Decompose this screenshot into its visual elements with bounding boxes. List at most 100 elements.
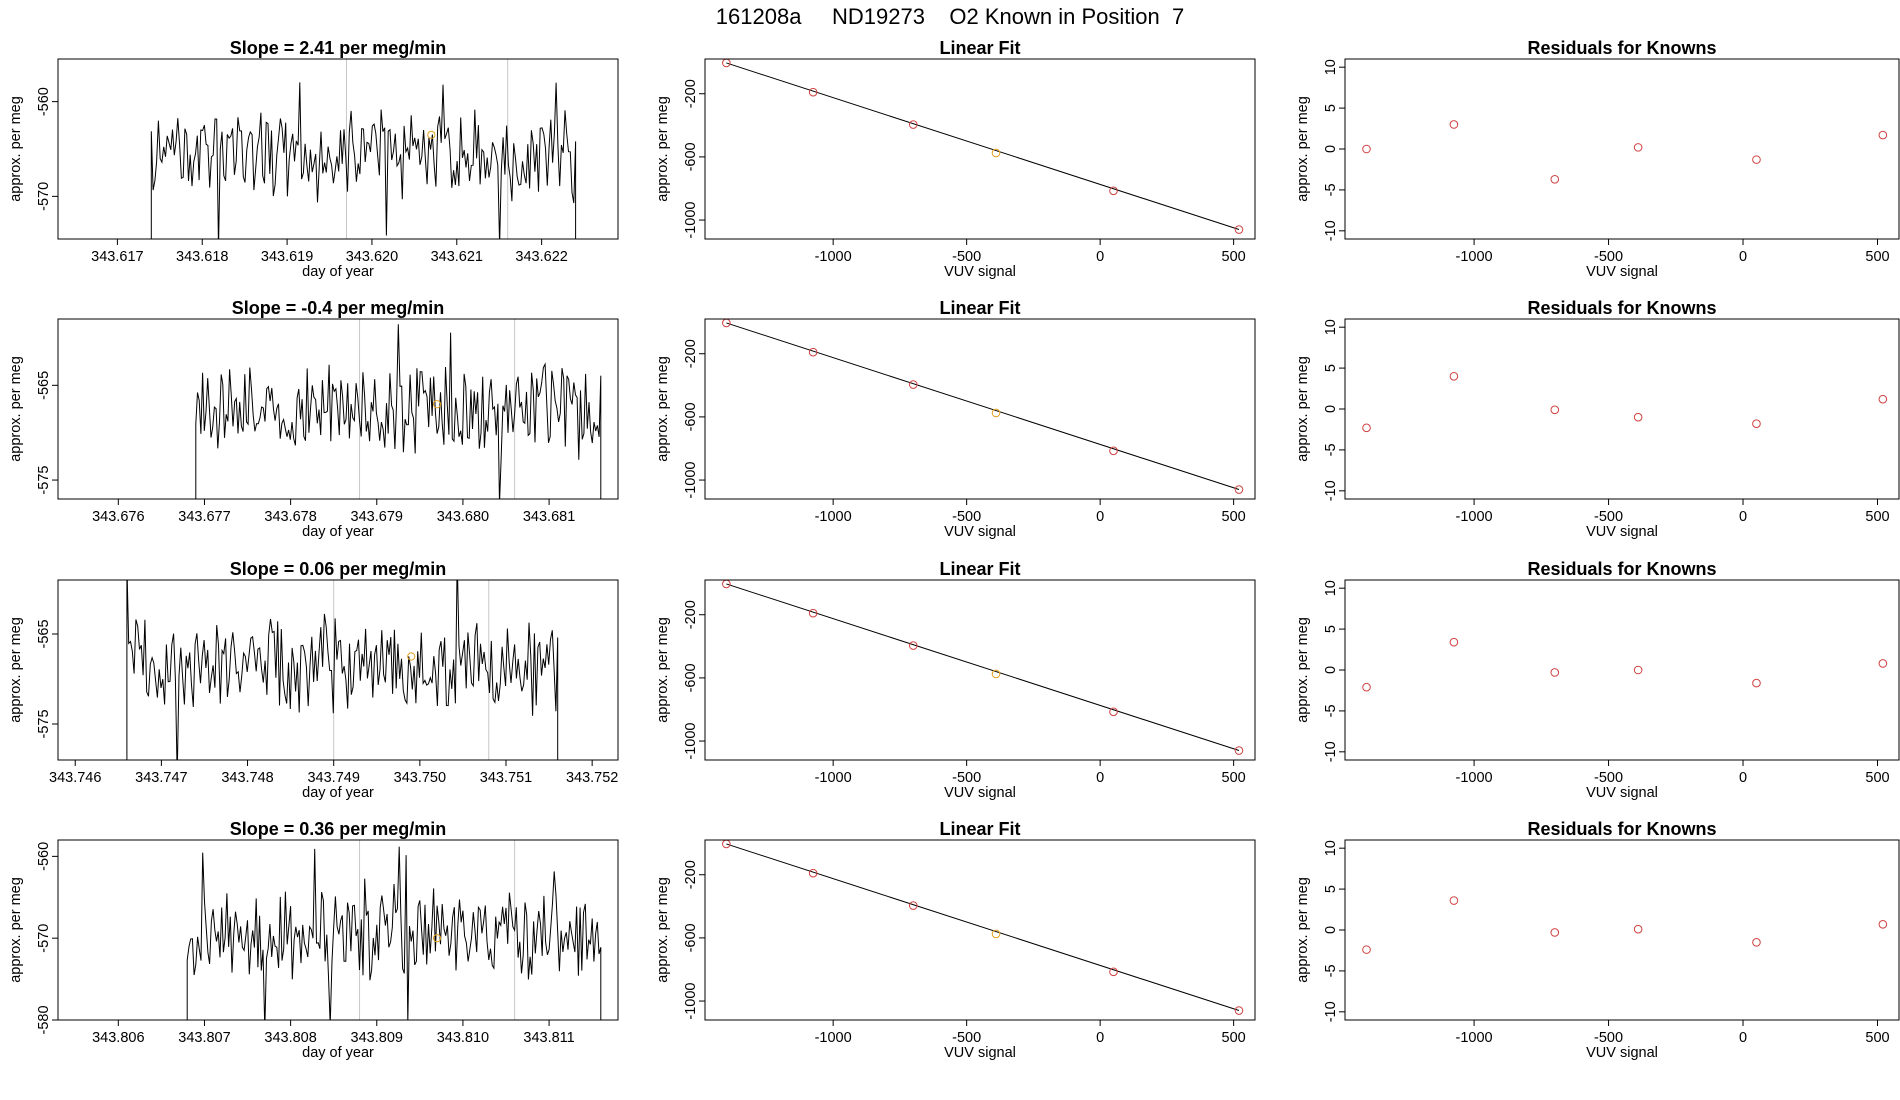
- y-tick-label: 10: [1323, 580, 1339, 596]
- panel-title: Slope = 0.06 per meg/min: [230, 559, 447, 579]
- y-axis-label: approx. per meg: [1295, 617, 1311, 723]
- panel-row2-residuals: Residuals for Knowns -1000 -500 0 500 VUV sig…: [1295, 298, 1900, 540]
- data-point: [1362, 682, 1371, 692]
- plot-data: [1362, 371, 1888, 433]
- x-axis-label: day of year: [302, 264, 374, 280]
- y-tick-label: 10: [1323, 319, 1339, 335]
- x-tick-label: -500: [1594, 509, 1623, 525]
- x-tick-label: 343.752: [566, 770, 618, 786]
- data-point: [1449, 896, 1459, 905]
- data-point: [1550, 668, 1560, 677]
- panel-title: Residuals for Knowns: [1527, 298, 1716, 318]
- data-point: [1878, 130, 1888, 140]
- figure-title: 161208a ND19273 O2 Known in Position 7: [715, 4, 1185, 29]
- panel-row4-residuals: Residuals for Knowns -1000 -500 0 500 VUV sig…: [1295, 819, 1900, 1061]
- x-axis-label: VUV signal: [944, 1045, 1016, 1061]
- x-tick-label: 343.810: [437, 1030, 489, 1046]
- panel-row3-timeseries: Slope = 0.06 per meg/min 343.746 343.747 34…: [8, 559, 619, 801]
- y-tick-label: -200: [683, 79, 699, 108]
- known-marker: [407, 652, 416, 661]
- x-tick-label: -1000: [815, 770, 852, 786]
- panel-title: Residuals for Knowns: [1527, 559, 1716, 579]
- x-tick-label: -1000: [1456, 770, 1493, 786]
- fit-line: [726, 843, 1240, 1012]
- x-tick-label: 343.679: [351, 509, 403, 525]
- y-tick-label: -5: [1323, 964, 1339, 977]
- y-tick-label: -200: [683, 600, 699, 629]
- panel-row4-linearfit: Linear Fit -1000 -500 0 500 VUV signal -1000 -6…: [655, 819, 1256, 1061]
- y-tick-label: -580: [36, 1005, 52, 1034]
- x-tick-label: -500: [1594, 770, 1623, 786]
- y-tick-label: 5: [1323, 885, 1339, 893]
- panel-title: Linear Fit: [939, 559, 1020, 579]
- x-tick-label: 500: [1222, 249, 1246, 265]
- x-tick-label: -1000: [815, 249, 852, 265]
- plot-data: [722, 580, 1244, 755]
- x-axis-label: VUV signal: [1586, 524, 1658, 540]
- plot-data: [1362, 896, 1888, 954]
- plot-frame: [1344, 58, 1900, 240]
- panel-row1-timeseries: Slope = 2.41 per meg/min 343.617 343.618 34…: [8, 38, 619, 280]
- data-point: [1550, 928, 1560, 937]
- plot-data: [1362, 637, 1888, 692]
- y-tick-label: 10: [1323, 840, 1339, 856]
- x-tick-label: -500: [952, 509, 981, 525]
- known-point: [991, 669, 1001, 679]
- data-point: [908, 901, 918, 910]
- data-point: [1878, 659, 1888, 668]
- x-tick-label: -500: [952, 1030, 981, 1046]
- x-tick-label: 343.806: [92, 1030, 144, 1046]
- y-axis-label: approx. per meg: [8, 617, 24, 723]
- data-point: [1362, 945, 1371, 954]
- x-tick-label: 500: [1222, 770, 1246, 786]
- x-tick-label: 0: [1739, 770, 1747, 786]
- data-point: [908, 641, 918, 650]
- data-point: [1633, 924, 1643, 934]
- panel-title: Slope = 2.41 per meg/min: [230, 38, 447, 58]
- known-marker: [427, 130, 436, 139]
- x-tick-label: 500: [1865, 249, 1889, 265]
- y-axis-label: approx. per meg: [1295, 356, 1311, 462]
- y-tick-label: -10: [1323, 1001, 1339, 1022]
- x-tick-label: 343.748: [221, 770, 273, 786]
- panel-row1-linearfit: Linear Fit -1000 -500 0 500 VUV signal -1000 -6…: [655, 38, 1256, 280]
- x-tick-label: 343.747: [135, 770, 187, 786]
- x-tick-label: 343.619: [261, 249, 313, 265]
- panel-row2-timeseries: Slope = -0.4 per meg/min 343.676 343.677 34…: [8, 298, 619, 540]
- x-tick-label: 343.617: [91, 249, 143, 265]
- known-point: [991, 408, 1001, 418]
- plot-frame: [1344, 839, 1900, 1021]
- x-tick-label: -500: [952, 770, 981, 786]
- known-marker: [432, 934, 442, 943]
- data-point: [1752, 937, 1761, 947]
- fit-line: [726, 62, 1240, 231]
- y-tick-label: 0: [1323, 666, 1339, 674]
- y-tick-label: -570: [36, 924, 52, 953]
- x-axis-label: VUV signal: [944, 785, 1016, 801]
- y-tick-label: 5: [1323, 625, 1339, 633]
- plot-data: [186, 846, 602, 1020]
- x-tick-label: 0: [1739, 249, 1747, 265]
- series-line: [126, 580, 559, 760]
- x-tick-label: 343.622: [515, 249, 567, 265]
- x-tick-label: 343.751: [480, 770, 532, 786]
- x-tick-label: 0: [1096, 1030, 1104, 1046]
- plot-data: [195, 324, 602, 499]
- data-point: [1362, 144, 1371, 154]
- plot-data: [722, 59, 1244, 234]
- data-point: [808, 87, 818, 97]
- data-point: [908, 380, 918, 389]
- x-tick-label: -500: [952, 249, 981, 265]
- x-tick-label: -1000: [1456, 249, 1493, 265]
- data-point: [1633, 412, 1643, 422]
- y-axis-label: approx. per meg: [8, 96, 24, 202]
- plot-frame: [1344, 579, 1900, 761]
- plot-frame: [57, 839, 619, 1021]
- data-point: [1234, 225, 1244, 234]
- x-tick-label: 343.618: [176, 249, 228, 265]
- data-point: [1752, 678, 1761, 688]
- plot-frame: [704, 58, 1256, 240]
- x-tick-label: 343.680: [437, 509, 489, 525]
- y-axis-label: approx. per meg: [655, 96, 671, 202]
- x-tick-label: 500: [1222, 1030, 1246, 1046]
